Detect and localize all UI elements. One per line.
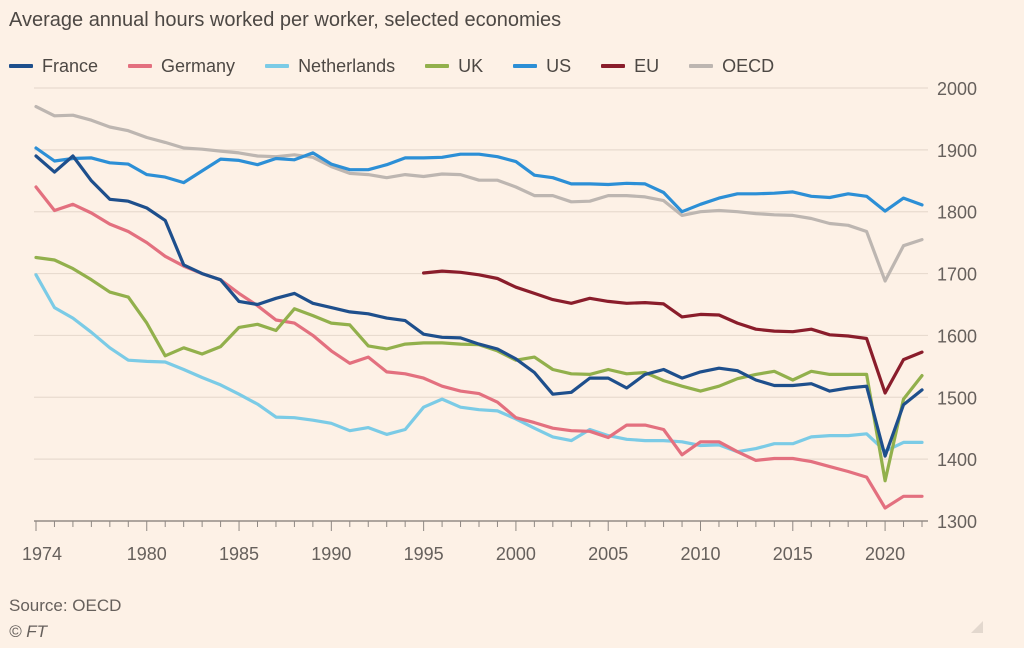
x-tick-label-1985: 1985: [219, 544, 259, 564]
y-tick-label-1800: 1800: [937, 203, 977, 223]
y-axis-labels: 1300 1400 1500 1600 1700 1800 1900 2000: [937, 79, 977, 532]
legend-label-france: France: [42, 55, 99, 76]
y-tick-label-1300: 1300: [937, 512, 977, 532]
x-tick-label-2010: 2010: [680, 544, 720, 564]
legend-swatch-eu: [601, 64, 626, 68]
legend-item-france: France: [9, 56, 98, 77]
legend-label-us: US: [546, 55, 572, 76]
y-tick-label-1700: 1700: [937, 265, 977, 285]
resize-grip-icon[interactable]: [970, 620, 984, 634]
y-tick-label-1500: 1500: [937, 388, 977, 408]
legend-label-uk: UK: [458, 55, 484, 76]
legend-label-netherlands: Netherlands: [298, 55, 396, 76]
x-tick-label-2015: 2015: [773, 544, 813, 564]
x-tick-label-1990: 1990: [311, 544, 351, 564]
x-tick-label-2005: 2005: [588, 544, 628, 564]
chart-title: Average annual hours worked per worker, …: [9, 9, 562, 31]
y-tick-label-1600: 1600: [937, 326, 977, 346]
legend-label-oecd: OECD: [722, 55, 775, 76]
y-tick-label-2000: 2000: [937, 79, 977, 99]
legend-swatch-uk: [425, 64, 450, 68]
series-line-netherlands: [34, 273, 924, 454]
legend-label-germany: Germany: [161, 55, 236, 76]
legend-label-eu: EU: [634, 55, 660, 76]
legend-swatch-netherlands: [265, 64, 290, 68]
legend-item-us: US: [513, 56, 571, 77]
legend-item-oecd: OECD: [689, 56, 774, 77]
legend-swatch-france: [9, 64, 33, 68]
x-axis: [35, 521, 923, 531]
series-line-us: [34, 146, 924, 214]
x-tick-label-2000: 2000: [496, 544, 536, 564]
source-note: Source: OECD: [9, 596, 122, 615]
x-tick-label-1980: 1980: [127, 544, 167, 564]
legend-item-eu: EU: [601, 56, 659, 77]
series-line-oecd: [34, 104, 924, 283]
legend-swatch-us: [513, 64, 538, 68]
x-tick-label-1974: 1974: [22, 544, 62, 564]
legend-item-netherlands: Netherlands: [265, 56, 395, 77]
legend-item-uk: UK: [425, 56, 483, 77]
series-line-uk: [34, 255, 924, 483]
x-axis-labels: 1974 1980 1985 1990 1995 2000 2005 2010 2015 2020: [22, 544, 905, 564]
legend: France Germany Netherlands UK US EU OECD: [9, 54, 804, 78]
x-tick-label-2020: 2020: [865, 544, 905, 564]
series-line-germany: [34, 185, 924, 510]
legend-swatch-germany: [128, 64, 153, 68]
series-line-france: [34, 154, 924, 458]
y-tick-label-1400: 1400: [937, 450, 977, 470]
legend-item-germany: Germany: [128, 56, 235, 77]
copyright-credit: © FT: [9, 622, 48, 641]
series-line-eu: [422, 269, 924, 395]
legend-swatch-oecd: [689, 64, 714, 68]
x-tick-label-1995: 1995: [404, 544, 444, 564]
y-tick-label-1900: 1900: [937, 141, 977, 161]
series-lines: [34, 104, 924, 510]
